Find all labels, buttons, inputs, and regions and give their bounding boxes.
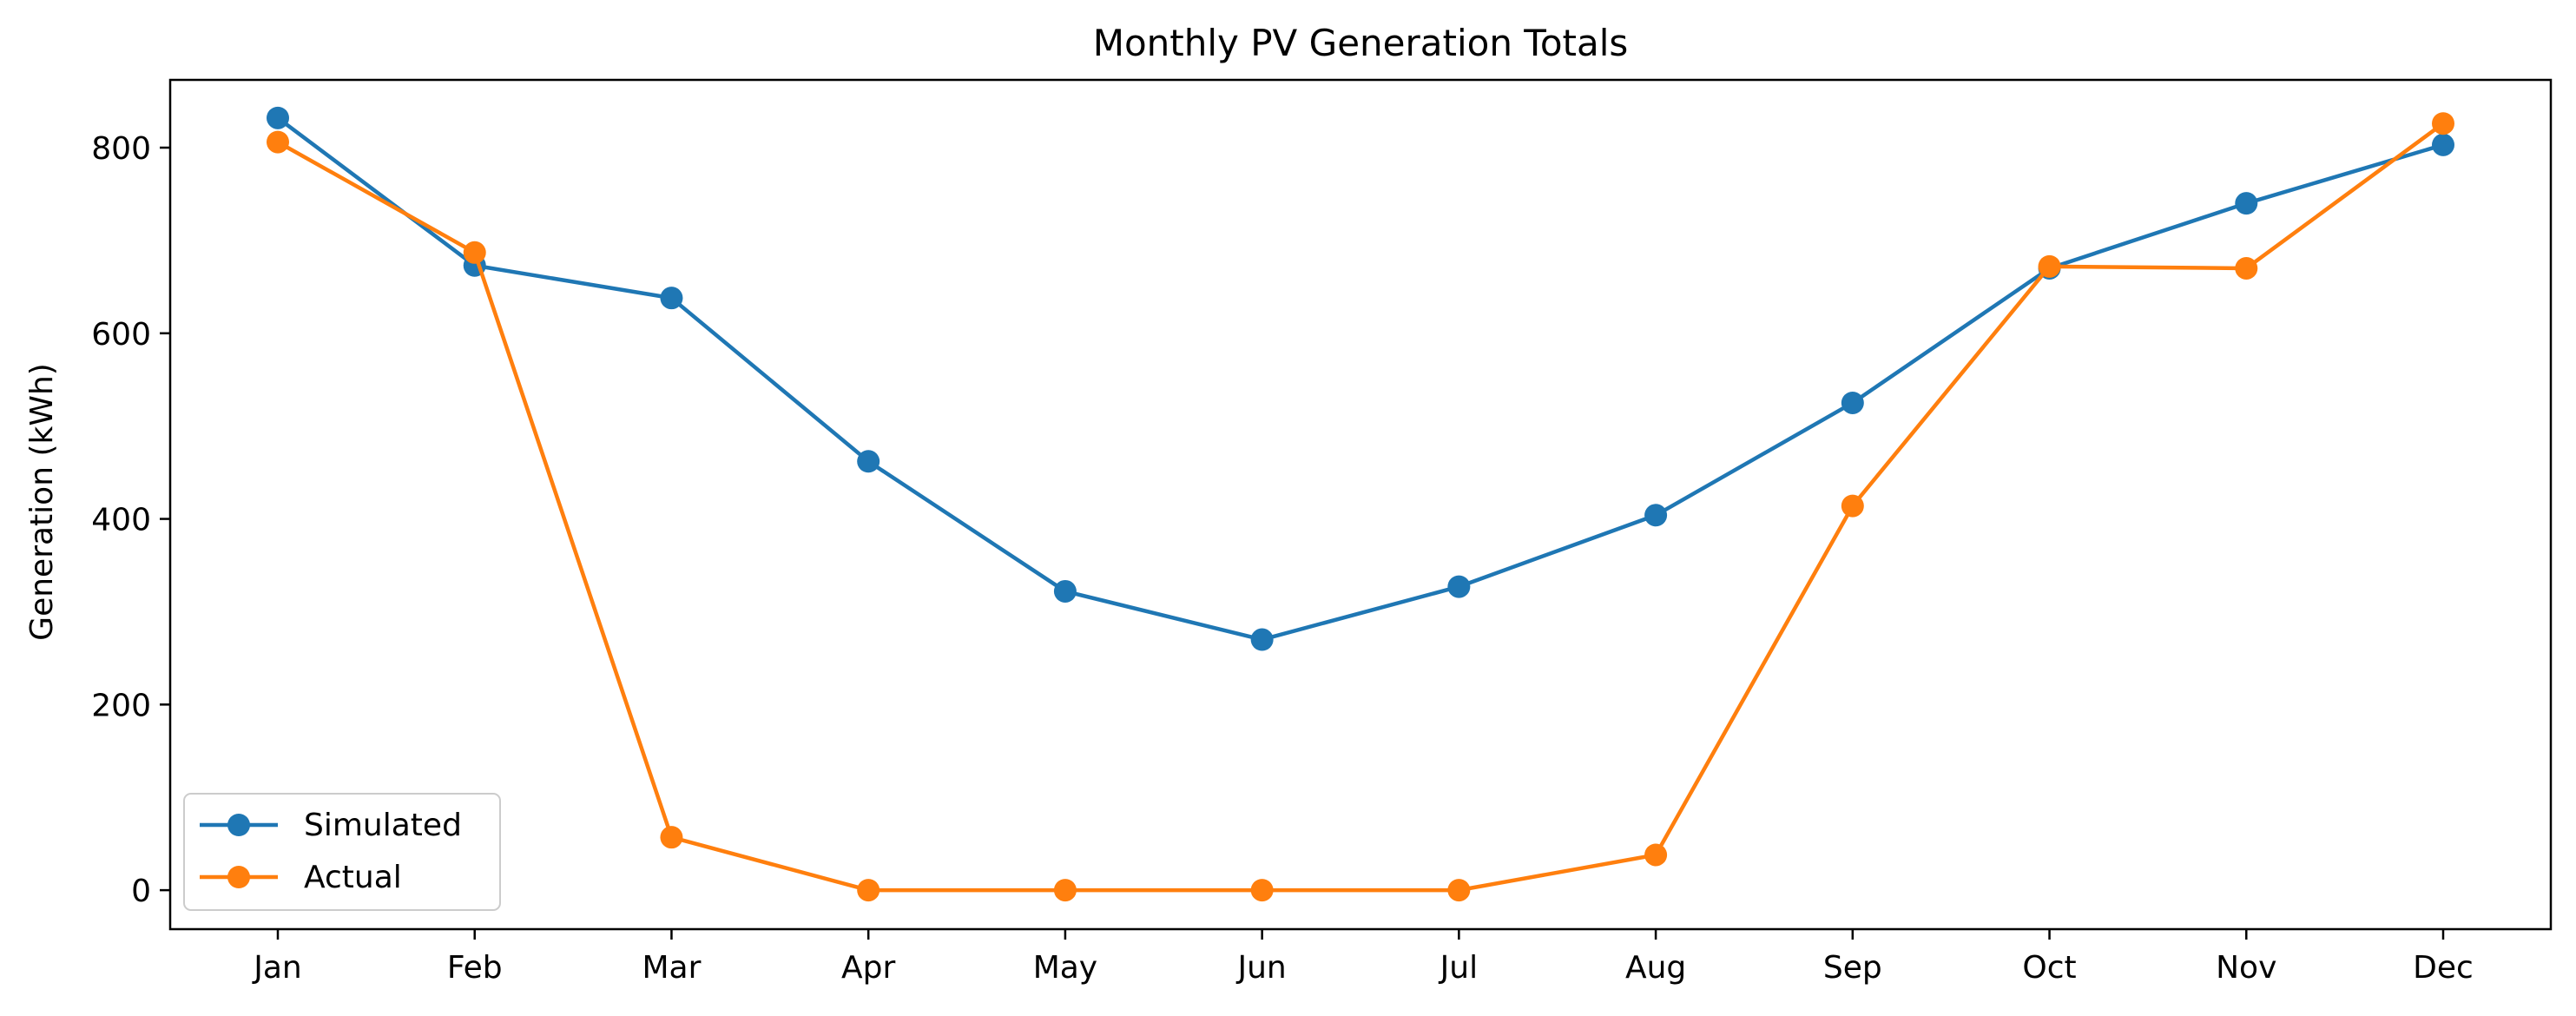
y-axis: 0 200 400 600 800	[91, 131, 170, 909]
data-point	[1644, 504, 1668, 527]
data-point	[1053, 879, 1077, 902]
data-point	[1250, 879, 1274, 902]
x-tick-label: Jun	[1236, 950, 1287, 986]
legend-label: Simulated	[304, 808, 462, 843]
data-point	[267, 130, 289, 154]
data-point	[2235, 256, 2258, 280]
x-tick-label: Apr	[841, 950, 895, 986]
series-line	[276, 116, 2444, 642]
y-tick-label: 200	[91, 688, 151, 723]
data-point	[857, 450, 880, 473]
data-point	[660, 826, 683, 849]
legend-marker	[227, 814, 250, 836]
data-point	[1053, 579, 1077, 603]
data-point	[1841, 494, 1864, 518]
x-tick-label: Jul	[1439, 950, 1478, 986]
data-point	[2432, 133, 2454, 156]
x-tick-label: Mar	[642, 950, 701, 986]
x-tick-label: Dec	[2413, 950, 2474, 986]
series-layer	[267, 106, 2454, 902]
legend: Simulated Actual	[183, 793, 501, 911]
x-tick-label: Feb	[447, 950, 503, 986]
chart-title: Monthly PV Generation Totals	[1093, 22, 1629, 64]
data-point	[463, 241, 486, 264]
y-tick-label: 800	[91, 131, 151, 167]
legend-marker	[227, 866, 250, 888]
data-point	[660, 287, 683, 310]
plot-area-frame	[168, 78, 2553, 931]
data-point	[267, 106, 289, 129]
data-point	[1447, 575, 1471, 598]
legend-label: Actual	[304, 860, 402, 895]
series-simulated	[267, 106, 2454, 651]
data-point	[1250, 628, 1274, 651]
x-tick-label: Aug	[1625, 950, 1686, 986]
x-tick-label: Jan	[252, 950, 302, 986]
x-tick-label: Oct	[2022, 950, 2076, 986]
legend-box	[183, 793, 501, 911]
data-point	[2235, 192, 2258, 215]
y-tick-label: 600	[91, 317, 151, 353]
data-point	[857, 879, 880, 902]
y-tick-label: 400	[91, 503, 151, 538]
x-axis: Jan Feb Mar Apr May Jun Jul Aug Sep Oct Nov Dec	[252, 929, 2474, 986]
data-point	[2432, 112, 2454, 135]
x-tick-label: Sep	[1823, 950, 1882, 986]
x-tick-label: Nov	[2216, 950, 2276, 986]
data-point	[1644, 843, 1668, 867]
data-point	[1841, 391, 1864, 414]
data-point	[2038, 254, 2061, 278]
x-tick-label: May	[1033, 950, 1097, 986]
data-point	[1447, 879, 1471, 902]
y-tick-label: 0	[131, 874, 151, 909]
series-line	[276, 122, 2445, 893]
series-actual	[267, 112, 2454, 902]
y-axis-label: Generation (kWh)	[24, 363, 60, 641]
